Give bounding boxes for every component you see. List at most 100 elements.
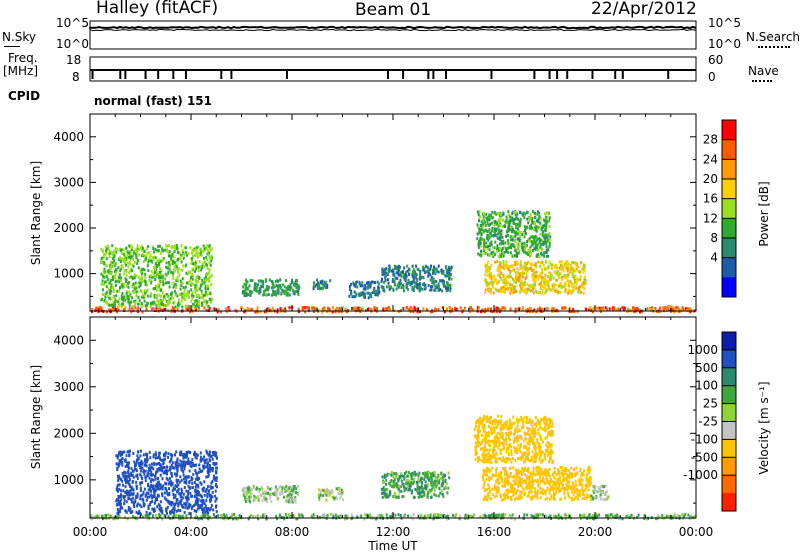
heatmap-cell <box>510 243 513 247</box>
heatmap-cell <box>127 282 130 285</box>
heatmap-cell <box>504 287 507 291</box>
heatmap-cell <box>249 490 252 493</box>
heatmap-cell <box>173 282 176 286</box>
heatmap-cell <box>203 458 206 462</box>
heatmap-cell <box>571 290 574 294</box>
heatmap-cell <box>137 511 140 515</box>
heatmap-cell <box>480 251 483 255</box>
heatmap-cell <box>121 479 124 483</box>
heatmap-cell <box>485 245 487 249</box>
heatmap-cell <box>121 463 124 467</box>
heatmap-cell <box>132 254 135 258</box>
heatmap-cell <box>219 310 222 314</box>
heatmap-cell <box>548 216 551 220</box>
heatmap-cell <box>132 496 135 500</box>
heatmap-cell <box>163 277 166 281</box>
heatmap-cell <box>154 302 157 306</box>
heatmap-cell <box>505 234 507 238</box>
heatmap-cell <box>428 476 431 480</box>
heatmap-cell <box>537 210 540 214</box>
heatmap-cell <box>199 493 202 497</box>
heatmap-cell <box>564 513 567 517</box>
heatmap-cell <box>503 306 506 310</box>
heatmap-cell <box>534 513 537 517</box>
heatmap-cell <box>144 479 147 483</box>
heatmap-cell <box>410 281 413 285</box>
heatmap-cell <box>510 517 513 521</box>
heatmap-cell <box>119 508 122 512</box>
heatmap-cell <box>574 261 577 265</box>
heatmap-cell <box>262 293 265 297</box>
heatmap-cell <box>210 259 213 262</box>
heatmap-cell <box>532 249 534 252</box>
heatmap-cell <box>115 299 118 303</box>
heatmap-cell <box>104 280 107 284</box>
heatmap-cell <box>506 233 509 237</box>
heatmap-cell <box>195 514 198 517</box>
heatmap-cell <box>421 490 424 494</box>
heatmap-cell <box>530 240 533 244</box>
heatmap-cell <box>292 487 295 491</box>
heatmap-cell <box>516 278 518 282</box>
heatmap-cell <box>567 291 569 295</box>
heatmap-cell <box>546 238 549 242</box>
heatmap-cell <box>296 286 299 290</box>
heatmap-cell <box>195 301 198 305</box>
heatmap-cell <box>159 484 162 488</box>
heatmap-cell <box>324 491 327 495</box>
heatmap-cell <box>181 295 184 299</box>
heatmap-cell <box>160 269 163 273</box>
heatmap-cell <box>179 257 181 261</box>
heatmap-cell <box>518 244 521 248</box>
heatmap-cell <box>203 502 206 506</box>
heatmap-cell <box>529 213 532 217</box>
heatmap-cell <box>259 493 262 497</box>
heatmap-cell <box>197 279 199 283</box>
heatmap-cell <box>185 292 188 296</box>
heatmap-cell <box>540 267 543 271</box>
heatmap-cell <box>289 500 292 504</box>
heatmap-cell <box>140 244 143 248</box>
heatmap-cell <box>321 488 324 492</box>
heatmap-cell <box>135 480 138 484</box>
heatmap-cell <box>494 260 497 264</box>
heatmap-cell <box>533 211 536 215</box>
heatmap-cell <box>298 515 301 519</box>
heatmap-cell <box>400 479 403 483</box>
heatmap-cell <box>140 513 143 517</box>
heatmap-cell <box>169 297 172 301</box>
heatmap-cell <box>646 307 649 311</box>
heatmap-cell <box>546 220 548 224</box>
heatmap-cell <box>536 219 538 223</box>
heatmap-cell <box>441 514 444 518</box>
heatmap-cell <box>382 481 385 484</box>
heatmap-cell <box>534 242 537 246</box>
heatmap-cell <box>502 263 505 266</box>
heatmap-cell <box>683 514 686 518</box>
heatmap-cell <box>171 501 174 505</box>
heatmap-cell <box>519 231 522 234</box>
heatmap-cell <box>497 266 499 270</box>
heatmap-cell <box>132 515 134 519</box>
heatmap-cell <box>211 457 214 461</box>
heatmap-cell <box>412 513 415 517</box>
heatmap-cell <box>267 491 269 495</box>
heatmap-cell <box>215 479 218 482</box>
heatmap-cell <box>332 306 334 310</box>
heatmap-cell <box>535 289 537 293</box>
heatmap-cell <box>132 475 135 479</box>
heatmap-cell <box>496 268 499 272</box>
heatmap-cell <box>536 513 539 517</box>
heatmap-cell <box>396 277 399 280</box>
heatmap-cell <box>433 283 436 287</box>
heatmap-cell <box>162 466 165 469</box>
heatmap-cell <box>570 264 572 267</box>
heatmap-cell <box>149 468 152 472</box>
heatmap-cell <box>469 514 472 518</box>
heatmap-cell <box>539 513 542 516</box>
heatmap-cell <box>191 481 194 485</box>
heatmap-cell <box>109 278 112 282</box>
heatmap-cell <box>193 509 196 513</box>
heatmap-cell <box>557 513 560 517</box>
heatmap-cell <box>117 510 120 514</box>
